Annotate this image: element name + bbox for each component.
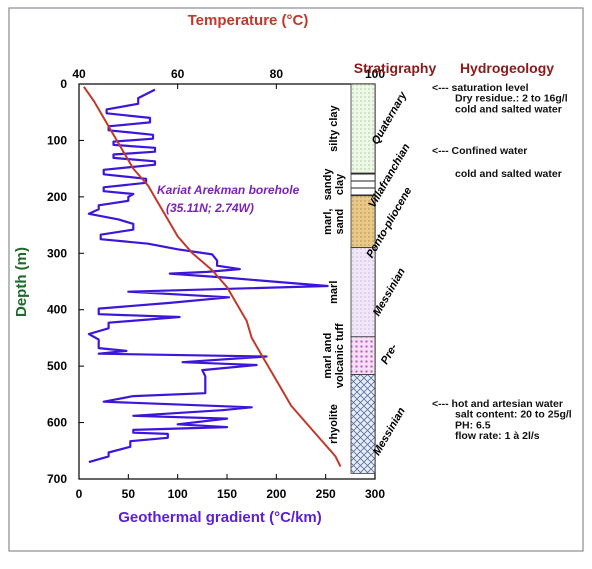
- gradient-tick-label: 100: [168, 487, 188, 501]
- age-label: Messinian: [371, 405, 408, 457]
- hydrogeology-note: cold and salted water: [455, 168, 562, 180]
- lithology-label: sandy: [322, 168, 334, 201]
- lithology-label: marl,: [322, 209, 334, 235]
- age-label: Messinian: [371, 266, 408, 318]
- hydrogeology-note: salt content: 20 to 25g/l: [455, 409, 572, 421]
- borehole-annotation-name: Kariat Arekman borehole: [157, 183, 300, 197]
- lithology-label: volcanic tuff: [334, 323, 346, 388]
- hydrogeology-note: cold and salted water: [455, 103, 562, 115]
- gradient-axis-title: Geothermal gradient (°C/km): [118, 509, 322, 526]
- depth-tick-label: 600: [47, 416, 67, 430]
- hydrogeology-header: Hydrogeology: [460, 60, 554, 76]
- age-label: Pre-: [379, 342, 400, 367]
- hydrogeology-note: <--- Confined water: [432, 145, 527, 157]
- depth-tick-label: 700: [47, 472, 67, 486]
- hydrogeology-note: PH: 6.5: [455, 419, 491, 431]
- hydrogeology-note: <--- hot and artesian water: [432, 398, 563, 410]
- depth-tick-label: 0: [60, 77, 67, 91]
- temperature-series-line: [83, 86, 342, 468]
- stratigraphy-column: [350, 83, 376, 474]
- temperature-tick-label: 60: [171, 67, 185, 81]
- gradient-tick-label: 150: [217, 487, 237, 501]
- temperature-tick-label: 80: [270, 67, 284, 81]
- lithology-label: sand: [334, 209, 346, 235]
- stratigraphy-unit: [350, 336, 376, 376]
- lithology-label: marl and: [322, 333, 334, 379]
- stratigraphy-unit: [350, 172, 376, 197]
- gradient-tick-label: 50: [122, 487, 136, 501]
- lithology-label: rhyolite: [328, 404, 340, 444]
- stratigraphy-unit: [350, 247, 376, 338]
- gradient-series-line: [87, 88, 329, 464]
- lithology-label: marl: [328, 281, 340, 304]
- figure-frame: [8, 7, 584, 552]
- lithology-label: clay: [334, 173, 346, 195]
- stratigraphy-header: Stratigraphy: [354, 60, 437, 76]
- lithology-labels: silty clay sandy clay marl, sand marl marl and…: [322, 104, 346, 443]
- borehole-annotation-coords: (35.11N; 2.74W): [166, 201, 254, 215]
- hydrogeology-note: Dry residue.: 2 to 16g/l: [455, 93, 568, 105]
- gradient-tick-label: 300: [365, 487, 385, 501]
- gradient-tick-label: 0: [76, 487, 83, 501]
- hydrogeology-note: flow rate: 1 à 2l/s: [455, 430, 540, 442]
- gradient-tick-label: 250: [316, 487, 336, 501]
- gradient-axis: 0 50 100 150 200 250 300: [76, 474, 385, 501]
- temperature-tick-label: 100: [365, 67, 385, 81]
- gradient-tick-label: 200: [266, 487, 286, 501]
- hydrogeology-note: <--- saturation level: [432, 82, 529, 94]
- temperature-axis-title: Temperature (°C): [188, 12, 309, 29]
- lithology-label: silty clay: [328, 104, 340, 151]
- temperature-tick-label: 40: [72, 67, 86, 81]
- depth-tick-label: 300: [47, 246, 67, 260]
- stratigraphy-unit: [350, 83, 376, 174]
- stratigraphy-unit: [350, 374, 376, 474]
- depth-tick-label: 200: [47, 190, 67, 204]
- depth-axis-title: Depth (m): [13, 247, 30, 317]
- temperature-axis: 40 60 80 100: [72, 67, 385, 89]
- depth-axis: 0 100 200 300 400 500 600 700: [47, 77, 84, 486]
- depth-tick-label: 400: [47, 303, 67, 317]
- depth-tick-label: 500: [47, 359, 67, 373]
- depth-tick-label: 100: [47, 133, 67, 147]
